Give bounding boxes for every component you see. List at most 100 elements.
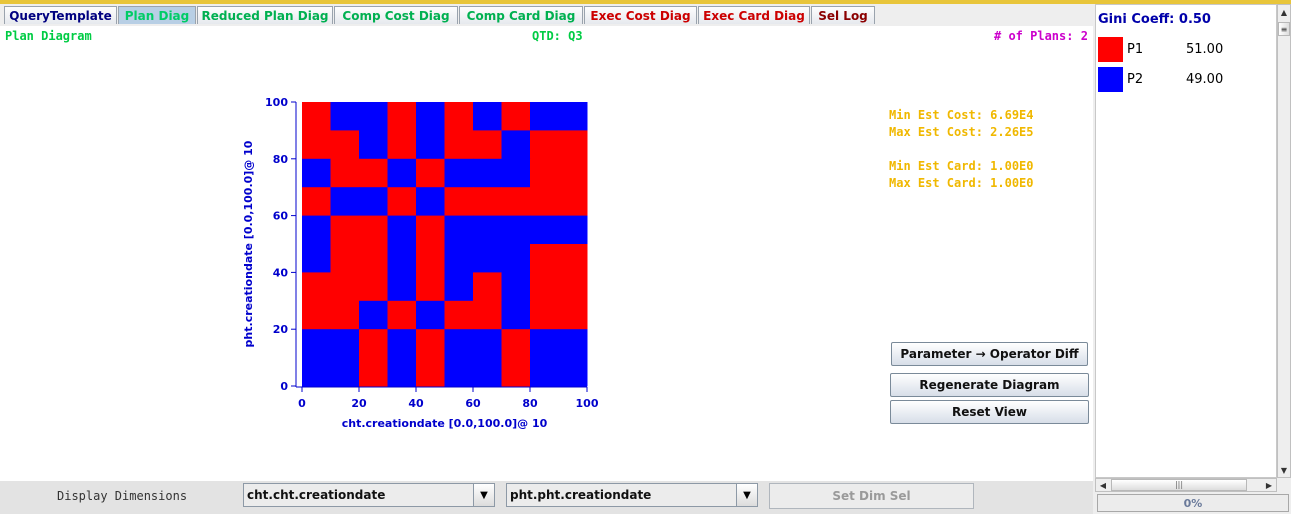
plan-cell-p1[interactable] — [387, 187, 417, 217]
plan-cell-p2[interactable] — [473, 215, 502, 245]
plan-cell-p2[interactable] — [444, 244, 474, 273]
plan-cell-p2[interactable] — [473, 244, 502, 273]
plan-cell-p2[interactable] — [416, 102, 445, 131]
plan-cell-p1[interactable] — [416, 244, 445, 273]
plan-cell-p2[interactable] — [359, 187, 388, 217]
plan-cell-p2[interactable] — [302, 329, 331, 359]
plan-cell-p2[interactable] — [359, 102, 388, 131]
scroll-right-icon[interactable]: ▶ — [1265, 480, 1273, 490]
plan-cell-p1[interactable] — [444, 130, 474, 160]
plan-cell-p1[interactable] — [330, 300, 360, 330]
plan-cell-p2[interactable] — [330, 102, 360, 131]
plan-color-swatch[interactable] — [1098, 67, 1123, 92]
plan-cell-p1[interactable] — [473, 272, 502, 302]
regenerate-diagram-button[interactable]: Regenerate Diagram — [890, 373, 1089, 397]
scroll-left-icon[interactable]: ◀ — [1099, 480, 1107, 490]
plan-cell-p2[interactable] — [530, 215, 559, 245]
plan-cell-p1[interactable] — [444, 102, 474, 131]
plan-cell-p1[interactable] — [330, 244, 360, 273]
plan-cell-p2[interactable] — [387, 329, 417, 359]
plan-cell-p1[interactable] — [330, 158, 360, 188]
plan-cell-p2[interactable] — [359, 300, 388, 330]
plan-cell-p2[interactable] — [558, 102, 588, 131]
set-dim-sel-button[interactable]: Set Dim Sel — [769, 483, 974, 509]
tab-exec-cost-diag[interactable]: Exec Cost Diag — [584, 6, 697, 24]
plan-cell-p1[interactable] — [302, 300, 331, 330]
plan-cell-p1[interactable] — [530, 130, 559, 160]
plan-cell-p1[interactable] — [302, 272, 331, 302]
reset-view-button[interactable]: Reset View — [890, 400, 1089, 424]
scroll-thumb[interactable]: ||| — [1111, 479, 1247, 491]
plan-cell-p1[interactable] — [302, 130, 331, 160]
plan-cell-p2[interactable] — [558, 357, 588, 387]
plan-cell-p2[interactable] — [558, 329, 588, 359]
plan-cell-p1[interactable] — [558, 300, 588, 330]
plan-cell-p2[interactable] — [330, 357, 360, 387]
plan-cell-p2[interactable] — [302, 357, 331, 387]
legend-vertical-scrollbar[interactable]: ▲ ≡ ▼ — [1277, 4, 1291, 478]
plan-cell-p1[interactable] — [359, 357, 388, 387]
legend-horizontal-scrollbar[interactable]: ◀ ||| ▶ — [1095, 478, 1277, 492]
plan-cell-p1[interactable] — [501, 329, 531, 359]
plan-color-swatch[interactable] — [1098, 37, 1123, 62]
plan-cell-p2[interactable] — [530, 102, 559, 131]
plan-cell-p1[interactable] — [359, 158, 388, 188]
scroll-thumb[interactable]: ≡ — [1278, 22, 1290, 36]
plan-cell-p2[interactable] — [530, 357, 559, 387]
plan-cell-p2[interactable] — [501, 300, 531, 330]
plan-cell-p2[interactable] — [387, 158, 417, 188]
plan-cell-p1[interactable] — [558, 158, 588, 188]
dimension-2-select[interactable]: pht.pht.creationdate ▼ — [506, 483, 758, 507]
tab-comp-card-diag[interactable]: Comp Card Diag — [459, 6, 583, 24]
plan-cell-p1[interactable] — [473, 300, 502, 330]
plan-cell-p1[interactable] — [359, 244, 388, 273]
plan-cell-p1[interactable] — [416, 357, 445, 387]
plan-cell-p1[interactable] — [330, 272, 360, 302]
plan-cell-p2[interactable] — [444, 158, 474, 188]
plan-cell-p1[interactable] — [501, 187, 531, 217]
plan-cell-p1[interactable] — [530, 187, 559, 217]
plan-cell-p1[interactable] — [302, 187, 331, 217]
plan-cell-p2[interactable] — [416, 187, 445, 217]
plan-cell-p2[interactable] — [302, 244, 331, 273]
plan-cell-p1[interactable] — [473, 130, 502, 160]
plan-cell-p2[interactable] — [444, 215, 474, 245]
plan-cell-p1[interactable] — [416, 329, 445, 359]
plan-cell-p1[interactable] — [444, 187, 474, 217]
plan-cell-p1[interactable] — [530, 272, 559, 302]
plan-cell-p2[interactable] — [444, 329, 474, 359]
plan-cell-p1[interactable] — [359, 215, 388, 245]
plan-cell-p2[interactable] — [302, 215, 331, 245]
plan-cell-p2[interactable] — [501, 130, 531, 160]
plan-cell-p2[interactable] — [302, 158, 331, 188]
tab-exec-card-diag[interactable]: Exec Card Diag — [698, 6, 810, 24]
plan-cell-p1[interactable] — [330, 130, 360, 160]
plan-diagram-chart[interactable]: 0 20 40 60 80 100 0 20 40 60 80 100 cht.creationdate… — [0, 26, 1093, 481]
plan-cell-p2[interactable] — [330, 329, 360, 359]
plan-cell-p1[interactable] — [473, 187, 502, 217]
plan-cell-p1[interactable] — [387, 102, 417, 131]
plan-cell-p1[interactable] — [558, 187, 588, 217]
chevron-down-icon[interactable]: ▼ — [736, 484, 757, 506]
scroll-down-icon[interactable]: ▼ — [1280, 465, 1288, 475]
plan-cell-p1[interactable] — [558, 130, 588, 160]
tab-reduced-plan-diag[interactable]: Reduced Plan Diag — [197, 6, 333, 24]
dimension-1-select[interactable]: cht.cht.creationdate ▼ — [243, 483, 495, 507]
tab-plan-diag[interactable]: Plan Diag — [118, 6, 196, 24]
plan-cell-p1[interactable] — [416, 158, 445, 188]
parameter-operator-diff-button[interactable]: Parameter → Operator Diff — [891, 342, 1088, 366]
plan-cell-p2[interactable] — [387, 357, 417, 387]
plan-cell-p1[interactable] — [330, 215, 360, 245]
plan-cell-p2[interactable] — [473, 329, 502, 359]
plan-cell-p1[interactable] — [558, 272, 588, 302]
plan-cell-p2[interactable] — [359, 130, 388, 160]
plan-cell-p2[interactable] — [416, 300, 445, 330]
plan-cell-p1[interactable] — [444, 300, 474, 330]
plan-cell-p2[interactable] — [473, 158, 502, 188]
tab-sel-log[interactable]: Sel Log — [811, 6, 875, 24]
plan-cell-p2[interactable] — [444, 357, 474, 387]
tab-querytemplate[interactable]: QueryTemplate — [4, 6, 117, 24]
tab-comp-cost-diag[interactable]: Comp Cost Diag — [334, 6, 458, 24]
plan-cell-p2[interactable] — [473, 357, 502, 387]
plan-cell-p1[interactable] — [558, 244, 588, 273]
